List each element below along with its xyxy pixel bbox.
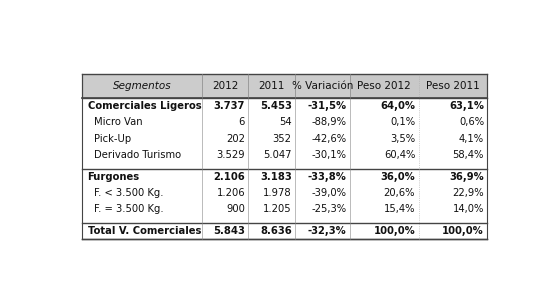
Text: -32,3%: -32,3% <box>307 226 346 236</box>
Text: 5.047: 5.047 <box>263 150 292 160</box>
Text: 0,1%: 0,1% <box>390 117 415 127</box>
Text: 54: 54 <box>279 117 292 127</box>
Text: 64,0%: 64,0% <box>380 101 415 111</box>
Text: 2011: 2011 <box>259 81 285 91</box>
Text: 3.183: 3.183 <box>260 172 292 182</box>
Bar <box>350 74 488 98</box>
Text: 352: 352 <box>272 134 292 144</box>
Text: 5.453: 5.453 <box>260 101 292 111</box>
Text: 58,4%: 58,4% <box>453 150 484 160</box>
Text: 15,4%: 15,4% <box>384 204 415 214</box>
Bar <box>82 223 488 239</box>
Text: 4,1%: 4,1% <box>459 134 484 144</box>
Text: Furgones: Furgones <box>88 172 140 182</box>
Text: 202: 202 <box>226 134 245 144</box>
Text: 0,6%: 0,6% <box>459 117 484 127</box>
Text: 3.737: 3.737 <box>214 101 245 111</box>
Text: 3,5%: 3,5% <box>390 134 415 144</box>
Text: 36,0%: 36,0% <box>380 172 415 182</box>
Text: 100,0%: 100,0% <box>374 226 415 236</box>
Text: 22,9%: 22,9% <box>453 188 484 198</box>
Text: Comerciales Ligeros: Comerciales Ligeros <box>88 101 201 111</box>
Bar <box>82 147 488 163</box>
Text: 60,4%: 60,4% <box>384 150 415 160</box>
Bar <box>82 130 488 147</box>
Text: -39,0%: -39,0% <box>311 188 346 198</box>
Text: Micro Van: Micro Van <box>95 117 143 127</box>
Text: 1.205: 1.205 <box>263 204 292 214</box>
Text: 8.636: 8.636 <box>260 226 292 236</box>
Text: Peso 2011: Peso 2011 <box>426 81 480 91</box>
Text: Segmentos: Segmentos <box>113 81 171 91</box>
Bar <box>82 168 488 185</box>
Text: 63,1%: 63,1% <box>449 101 484 111</box>
Text: 20,6%: 20,6% <box>384 188 415 198</box>
Text: Pick-Up: Pick-Up <box>95 134 132 144</box>
Text: Peso 2012: Peso 2012 <box>358 81 411 91</box>
Text: 14,0%: 14,0% <box>453 204 484 214</box>
Text: -25,3%: -25,3% <box>311 204 346 214</box>
Text: % Variación: % Variación <box>292 81 353 91</box>
Bar <box>82 185 488 201</box>
Text: -31,5%: -31,5% <box>307 101 346 111</box>
Text: F. = 3.500 Kg.: F. = 3.500 Kg. <box>95 204 164 214</box>
Text: -33,8%: -33,8% <box>307 172 346 182</box>
Text: 1.206: 1.206 <box>216 188 245 198</box>
Text: F. < 3.500 Kg.: F. < 3.500 Kg. <box>95 188 164 198</box>
Text: -30,1%: -30,1% <box>311 150 346 160</box>
Text: Derivado Turismo: Derivado Turismo <box>95 150 182 160</box>
Text: Total V. Comerciales: Total V. Comerciales <box>88 226 201 236</box>
Text: 3.529: 3.529 <box>216 150 245 160</box>
Text: -42,6%: -42,6% <box>311 134 346 144</box>
Text: 1.978: 1.978 <box>263 188 292 198</box>
Text: 5.843: 5.843 <box>213 226 245 236</box>
Bar <box>82 74 350 98</box>
Text: 6: 6 <box>239 117 245 127</box>
Text: 2012: 2012 <box>212 81 239 91</box>
Text: -88,9%: -88,9% <box>311 117 346 127</box>
Bar <box>82 98 488 114</box>
Text: 900: 900 <box>226 204 245 214</box>
Text: 36,9%: 36,9% <box>449 172 484 182</box>
Text: 100,0%: 100,0% <box>442 226 484 236</box>
Text: 2.106: 2.106 <box>214 172 245 182</box>
Bar <box>82 201 488 217</box>
Bar <box>82 114 488 130</box>
